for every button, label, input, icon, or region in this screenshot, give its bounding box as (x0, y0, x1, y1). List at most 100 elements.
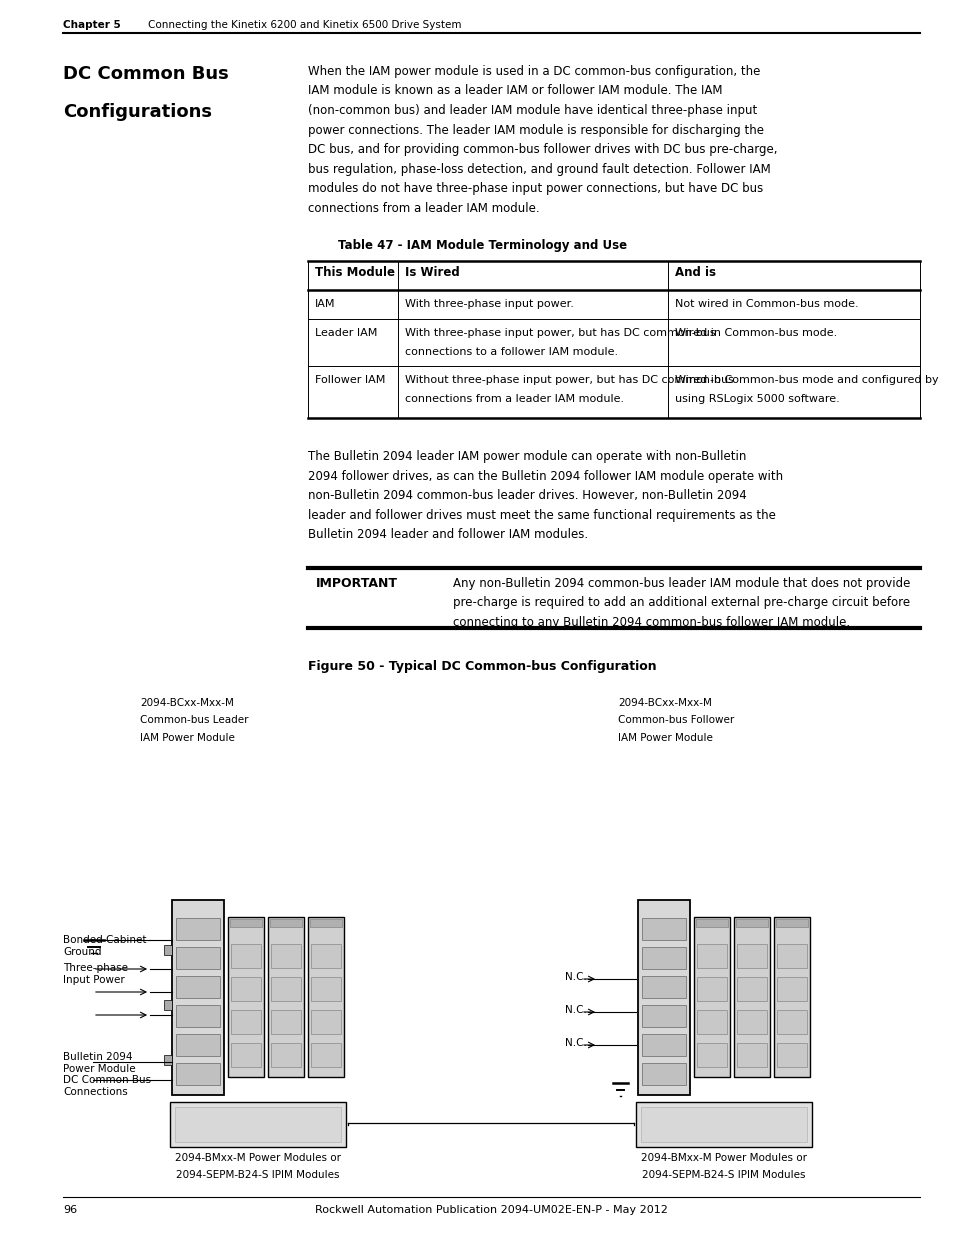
Bar (641, 1034, 685, 1056)
Bar (231, 977, 261, 1002)
Bar (776, 944, 806, 968)
Bar (641, 1063, 685, 1086)
Text: Bonded Cabinet
Ground: Bonded Cabinet Ground (63, 935, 147, 957)
Bar (636, 1102, 811, 1147)
Bar (271, 1044, 301, 1067)
Text: N.C.: N.C. (564, 1037, 586, 1049)
Text: Three-phase
Input Power: Three-phase Input Power (63, 963, 128, 984)
Text: Is Wired: Is Wired (405, 266, 459, 279)
Text: Without three-phase input power, but has DC common-bus: Without three-phase input power, but has… (405, 375, 733, 385)
Bar (175, 1005, 220, 1028)
Text: 96: 96 (63, 1205, 77, 1215)
Text: IAM: IAM (314, 299, 335, 309)
Text: Connecting the Kinetix 6200 and Kinetix 6500 Drive System: Connecting the Kinetix 6200 and Kinetix … (148, 20, 461, 30)
Bar (175, 947, 220, 969)
Bar (737, 1044, 766, 1067)
Bar (640, 1107, 806, 1142)
Text: Table 47 - IAM Module Terminology and Use: Table 47 - IAM Module Terminology and Us… (337, 240, 626, 252)
Bar (164, 1000, 172, 1010)
Text: 2094-SEPM-B24-S IPIM Modules: 2094-SEPM-B24-S IPIM Modules (176, 1171, 339, 1181)
Bar (230, 919, 262, 927)
Bar (776, 1044, 806, 1067)
Bar (693, 918, 729, 1077)
Bar (776, 977, 806, 1002)
Bar (737, 977, 766, 1002)
Text: Wired in Common-bus mode and configured by: Wired in Common-bus mode and configured … (675, 375, 938, 385)
Bar (776, 1010, 806, 1034)
Text: 2094 follower drives, as can the Bulletin 2094 follower IAM module operate with: 2094 follower drives, as can the Bulleti… (308, 469, 782, 483)
Text: connections from a leader IAM module.: connections from a leader IAM module. (405, 394, 623, 404)
Text: Not wired in Common-bus mode.: Not wired in Common-bus mode. (675, 299, 858, 309)
Bar (311, 977, 340, 1002)
Bar (311, 1010, 340, 1034)
Text: DC bus, and for providing common-bus follower drives with DC bus pre-charge,: DC bus, and for providing common-bus fol… (308, 143, 777, 156)
Bar (231, 1010, 261, 1034)
Bar (773, 918, 809, 1077)
Text: Wired in Common-bus mode.: Wired in Common-bus mode. (675, 329, 837, 338)
Text: The Bulletin 2094 leader IAM power module can operate with non-Bulletin: The Bulletin 2094 leader IAM power modul… (308, 450, 745, 463)
Text: Chapter 5: Chapter 5 (63, 20, 121, 30)
Bar (271, 944, 301, 968)
Text: N.C.: N.C. (564, 972, 586, 982)
Bar (231, 1044, 261, 1067)
Text: connecting to any Bulletin 2094 common-bus follower IAM module.: connecting to any Bulletin 2094 common-b… (453, 615, 849, 629)
Text: 2094-BMxx-M Power Modules or: 2094-BMxx-M Power Modules or (174, 1153, 340, 1163)
Bar (737, 944, 766, 968)
Text: leader and follower drives must meet the same functional requirements as the: leader and follower drives must meet the… (308, 509, 775, 521)
Bar (311, 944, 340, 968)
Text: Bulletin 2094 leader and follower IAM modules.: Bulletin 2094 leader and follower IAM mo… (308, 529, 587, 541)
Bar (733, 918, 769, 1077)
Text: This Module: This Module (314, 266, 395, 279)
Text: Any non-Bulletin 2094 common-bus leader IAM module that does not provide: Any non-Bulletin 2094 common-bus leader … (453, 577, 909, 589)
Text: Common-bus Follower: Common-bus Follower (618, 715, 734, 725)
Bar (170, 1102, 346, 1147)
Text: IMPORTANT: IMPORTANT (315, 577, 397, 589)
Bar (775, 919, 807, 927)
Bar (737, 1010, 766, 1034)
Text: power connections. The leader IAM module is responsible for discharging the: power connections. The leader IAM module… (308, 124, 763, 137)
Text: connections from a leader IAM module.: connections from a leader IAM module. (308, 201, 539, 215)
Bar (175, 976, 220, 998)
Text: IAM Power Module: IAM Power Module (618, 732, 712, 742)
Text: Configurations: Configurations (63, 103, 212, 121)
Text: Follower IAM: Follower IAM (314, 375, 385, 385)
Bar (641, 976, 685, 998)
Text: And is: And is (675, 266, 716, 279)
Text: 2094-BMxx-M Power Modules or: 2094-BMxx-M Power Modules or (640, 1153, 806, 1163)
Text: N.C.: N.C. (564, 1005, 586, 1015)
Text: Bulletin 2094
Power Module
DC Common Bus
Connections: Bulletin 2094 Power Module DC Common Bus… (63, 1052, 151, 1097)
Text: DC Common Bus: DC Common Bus (63, 65, 229, 83)
Bar (175, 1034, 220, 1056)
Bar (164, 1055, 172, 1065)
Bar (310, 919, 341, 927)
Text: Leader IAM: Leader IAM (314, 329, 377, 338)
Bar (231, 944, 261, 968)
Text: IAM module is known as a leader IAM or follower IAM module. The IAM: IAM module is known as a leader IAM or f… (308, 84, 721, 98)
Bar (697, 944, 726, 968)
Text: When the IAM power module is used in a DC common-bus configuration, the: When the IAM power module is used in a D… (308, 65, 760, 78)
Text: pre-charge is required to add an additional external pre-charge circuit before: pre-charge is required to add an additio… (453, 597, 909, 609)
Bar (268, 918, 304, 1077)
Text: With three-phase input power.: With three-phase input power. (405, 299, 574, 309)
Bar (641, 1005, 685, 1028)
Text: Figure 50 - Typical DC Common-bus Configuration: Figure 50 - Typical DC Common-bus Config… (308, 659, 656, 673)
Bar (172, 900, 224, 1095)
Bar (271, 1010, 301, 1034)
Bar (697, 1044, 726, 1067)
Text: 2094-BCxx-Mxx-M: 2094-BCxx-Mxx-M (140, 698, 233, 708)
Bar (311, 1044, 340, 1067)
Text: 2094-BCxx-Mxx-M: 2094-BCxx-Mxx-M (618, 698, 711, 708)
Bar (175, 918, 220, 940)
Bar (696, 919, 727, 927)
Text: modules do not have three-phase input power connections, but have DC bus: modules do not have three-phase input po… (308, 182, 762, 195)
Text: using RSLogix 5000 software.: using RSLogix 5000 software. (675, 394, 839, 404)
Text: non-Bulletin 2094 common-bus leader drives. However, non-Bulletin 2094: non-Bulletin 2094 common-bus leader driv… (308, 489, 746, 501)
Text: connections to a follower IAM module.: connections to a follower IAM module. (405, 347, 618, 357)
Bar (697, 977, 726, 1002)
Bar (270, 919, 302, 927)
Bar (641, 918, 685, 940)
Text: IAM Power Module: IAM Power Module (140, 732, 234, 742)
Bar (697, 1010, 726, 1034)
Bar (735, 919, 767, 927)
Text: With three-phase input power, but has DC common-bus: With three-phase input power, but has DC… (405, 329, 715, 338)
